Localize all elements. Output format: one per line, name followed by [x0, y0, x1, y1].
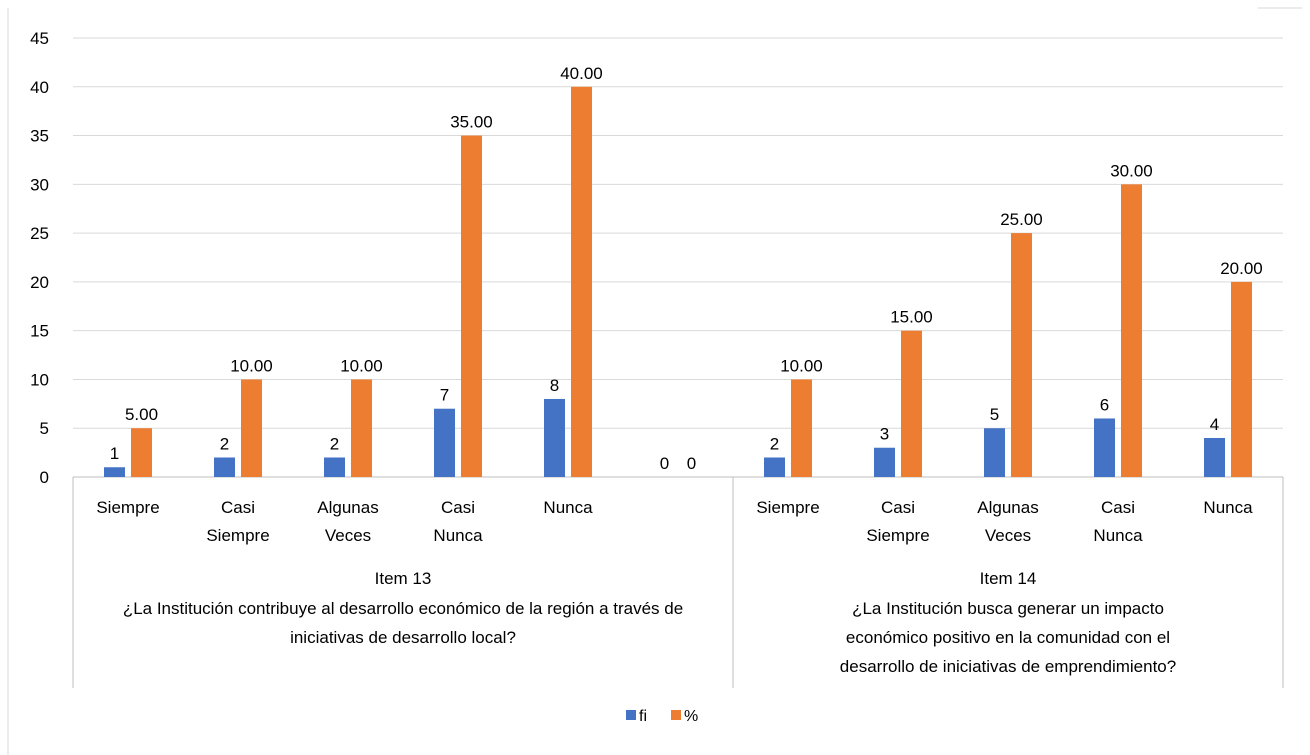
y-tick-label: 25: [30, 224, 49, 243]
bar-pct: [1121, 184, 1142, 478]
category-label: Casi: [221, 498, 255, 517]
legend-swatch: [671, 710, 681, 720]
data-label-pct: 5.00: [125, 405, 158, 424]
group-question-line: iniciativas de desarrollo local?: [290, 628, 516, 647]
bars: [104, 86, 1252, 478]
data-label-fi: 3: [880, 425, 889, 444]
bar-pct: [1011, 233, 1032, 477]
y-tick-label: 20: [30, 273, 49, 292]
gridlines: [73, 37, 1283, 478]
category-label: Veces: [325, 526, 371, 545]
category-label: Casi: [441, 498, 475, 517]
bar-pct: [1231, 281, 1252, 477]
group-name: Item 14: [980, 569, 1037, 588]
data-label-pct: 20.00: [1220, 259, 1263, 278]
data-label-fi: 4: [1210, 415, 1219, 434]
y-tick-label: 5: [40, 419, 49, 438]
category-label: Siempre: [866, 526, 929, 545]
group-question-line: ¿La Institución busca generar un impacto: [852, 599, 1164, 618]
bar-fi: [1094, 418, 1115, 477]
group-question-line: económico positivo en la comunidad con e…: [846, 628, 1170, 647]
data-label-pct: 35.00: [450, 113, 493, 132]
bar-fi: [104, 467, 125, 477]
category-label: Siempre: [96, 498, 159, 517]
group-name: Item 13: [375, 569, 432, 588]
legend-label: %: [684, 708, 698, 725]
data-label-pct: 10.00: [230, 356, 273, 375]
data-label-fi: 2: [220, 434, 229, 453]
bar-fi: [324, 457, 345, 477]
bar-fi: [874, 447, 895, 477]
bar-pct: [791, 379, 812, 477]
bar-pct: [241, 379, 262, 477]
data-label-fi: 0: [660, 454, 669, 473]
category-label: Algunas: [317, 498, 378, 517]
data-label-fi: 1: [110, 444, 119, 463]
category-label: Algunas: [977, 498, 1038, 517]
bar-fi: [214, 457, 235, 477]
bar-pct: [131, 428, 152, 477]
data-label-pct: 30.00: [1110, 161, 1153, 180]
y-tick-label: 45: [30, 29, 49, 48]
data-label-pct: 40.00: [560, 64, 603, 83]
bar-fi: [984, 428, 1005, 477]
y-tick-label: 0: [40, 468, 49, 487]
bar-fi: [764, 457, 785, 477]
category-label: Nunca: [1203, 498, 1253, 517]
data-label-pct: 10.00: [340, 356, 383, 375]
bar-pct: [571, 86, 592, 478]
bar-fi: [1204, 437, 1225, 477]
legend-swatch: [626, 710, 636, 720]
data-label-fi: 7: [440, 386, 449, 405]
data-label-fi: 5: [990, 405, 999, 424]
data-label-fi: 6: [1100, 395, 1109, 414]
data-label-fi: 2: [330, 434, 339, 453]
data-label-fi: 2: [770, 434, 779, 453]
category-label: Veces: [985, 526, 1031, 545]
category-label: Nunca: [1093, 526, 1143, 545]
category-label: Nunca: [543, 498, 593, 517]
category-label: Nunca: [433, 526, 483, 545]
bar-pct: [461, 135, 482, 478]
y-tick-label: 40: [30, 78, 49, 97]
group-question-line: ¿La Institución contribuye al desarrollo…: [123, 599, 683, 618]
legend: fi%: [626, 708, 698, 725]
category-label: Casi: [881, 498, 915, 517]
bar-fi: [434, 408, 455, 477]
data-label-fi: 8: [550, 376, 559, 395]
bar-pct: [901, 330, 922, 477]
legend-label: fi: [639, 708, 647, 725]
bar-pct: [351, 379, 372, 477]
y-tick-label: 10: [30, 370, 49, 389]
y-tick-label: 35: [30, 127, 49, 146]
data-label-pct: 0: [687, 454, 696, 473]
bar-fi: [544, 398, 565, 477]
data-label-pct: 15.00: [890, 308, 933, 327]
data-label-pct: 25.00: [1000, 210, 1043, 229]
category-label: Siempre: [206, 526, 269, 545]
data-label-pct: 10.00: [780, 356, 823, 375]
y-tick-label: 15: [30, 322, 49, 341]
category-label: Siempre: [756, 498, 819, 517]
group-question-line: desarrollo de iniciativas de emprendimie…: [840, 657, 1176, 676]
y-tick-label: 30: [30, 175, 49, 194]
category-label: Casi: [1101, 498, 1135, 517]
